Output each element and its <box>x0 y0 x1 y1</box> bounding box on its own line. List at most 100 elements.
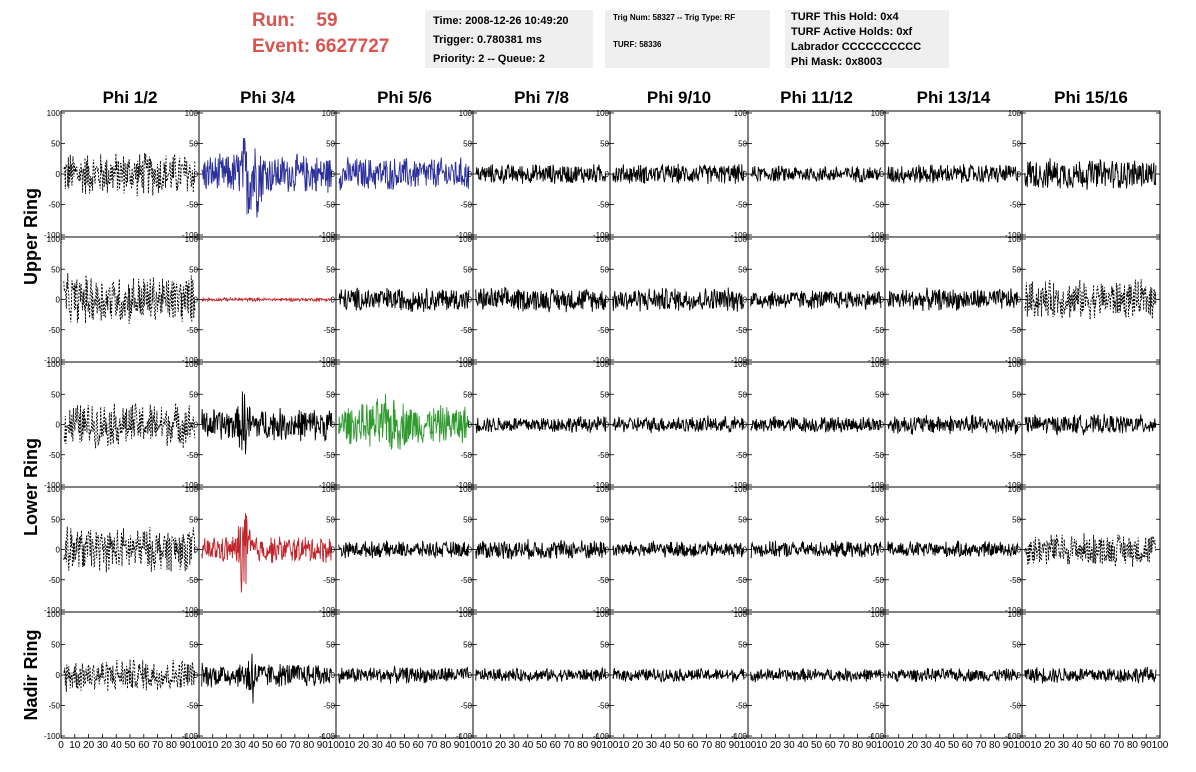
waveform-series <box>201 391 333 455</box>
waveform-series <box>338 665 470 684</box>
y-tick-label: 0 <box>331 546 336 555</box>
y-tick-label: 50 <box>326 515 335 524</box>
y-tick-label: 0 <box>56 546 61 555</box>
waveform-series <box>887 667 1019 683</box>
y-tick-label: -50 <box>597 326 609 335</box>
x-tick-label: 50 <box>124 740 136 751</box>
x-tick-label: 20 <box>221 740 233 751</box>
y-tick-label: 50 <box>326 390 335 399</box>
y-tick-label: 100 <box>322 610 336 619</box>
y-tick-label: -100 <box>731 231 748 240</box>
y-tick-label: 50 <box>875 265 884 274</box>
y-tick-label: 0 <box>194 421 199 430</box>
y-tick-label: -50 <box>460 702 472 711</box>
x-tick-label: 80 <box>440 740 452 751</box>
y-tick-label: 100 <box>596 485 610 494</box>
y-tick-label: 0 <box>743 671 748 680</box>
run-event-header: Run: 59 Event: 6627727 <box>252 8 389 60</box>
y-tick-label: -100 <box>1005 732 1022 741</box>
x-tick-label: 30 <box>1058 740 1070 751</box>
y-tick-label: -50 <box>735 201 747 210</box>
x-tick-label: 90 <box>1003 740 1015 751</box>
y-tick-label: -50 <box>460 576 472 585</box>
y-tick-label: 100 <box>459 610 473 619</box>
y-tick-label: 100 <box>871 235 885 244</box>
y-tick-label: -100 <box>1005 481 1022 490</box>
waveform-series <box>1024 158 1157 190</box>
waveform-series <box>475 286 607 313</box>
y-tick-label: -50 <box>872 576 884 585</box>
y-tick-label: 100 <box>47 235 61 244</box>
x-tick-label: 20 <box>358 740 370 751</box>
y-tick-label: -100 <box>456 481 473 490</box>
x-tick-label: 30 <box>784 740 796 751</box>
y-tick-label: 0 <box>468 546 473 555</box>
y-tick-label: 100 <box>1008 235 1022 244</box>
y-tick-label: 100 <box>459 235 473 244</box>
y-tick-label: 100 <box>322 109 336 118</box>
x-tick-label: 10 <box>344 740 356 751</box>
y-tick-label: -50 <box>323 326 335 335</box>
y-tick-label: -100 <box>182 231 199 240</box>
y-tick-label: 100 <box>47 109 61 118</box>
y-tick-label: -50 <box>186 451 198 460</box>
y-tick-label: -100 <box>868 231 885 240</box>
y-tick-label: -100 <box>182 732 199 741</box>
y-tick-label: 100 <box>871 360 885 369</box>
y-tick-label: 100 <box>734 235 748 244</box>
y-tick-label: 0 <box>331 421 336 430</box>
x-tick-label: 90 <box>866 740 878 751</box>
y-tick-label: 0 <box>194 546 199 555</box>
y-tick-label: 50 <box>189 390 198 399</box>
y-tick-label: -50 <box>1009 576 1021 585</box>
y-tick-label: -50 <box>186 702 198 711</box>
y-tick-label: 50 <box>875 515 884 524</box>
y-tick-label: -50 <box>186 201 198 210</box>
x-tick-label: 90 <box>1141 740 1153 751</box>
x-tick-label: 40 <box>248 740 260 751</box>
x-tick-label: 70 <box>701 740 713 751</box>
y-tick-label: 0 <box>194 170 199 179</box>
y-tick-label: -50 <box>323 201 335 210</box>
waveform-series <box>475 164 607 184</box>
y-tick-label: -100 <box>182 481 199 490</box>
phi-mask-text: Phi Mask: 0x8003 <box>791 56 883 68</box>
x-tick-label: 80 <box>989 740 1001 751</box>
x-tick-label: 20 <box>83 740 95 751</box>
y-tick-label: 50 <box>600 641 609 650</box>
waveform-series <box>750 165 882 183</box>
column-title: Phi 9/10 <box>647 88 711 107</box>
run-label: Run: <box>252 10 296 31</box>
x-tick-label: 40 <box>934 740 946 751</box>
y-tick-label: -100 <box>319 481 336 490</box>
y-tick-label: -50 <box>323 576 335 585</box>
y-tick-label: -100 <box>44 356 61 365</box>
waveform-series <box>338 287 470 312</box>
priority-text: Priority: 2 -- Queue: 2 <box>433 53 545 65</box>
x-tick-label: 70 <box>975 740 987 751</box>
waveform-series <box>887 540 1019 558</box>
x-tick-label: 100 <box>1152 740 1169 751</box>
y-tick-label: 0 <box>468 296 473 305</box>
x-tick-label: 30 <box>235 740 247 751</box>
ring-label: Lower Ring <box>21 438 41 536</box>
y-tick-label: -100 <box>868 356 885 365</box>
y-tick-label: -100 <box>456 606 473 615</box>
x-tick-label: 40 <box>660 740 672 751</box>
x-tick-label: 100 <box>328 740 345 751</box>
y-tick-label: -100 <box>319 356 336 365</box>
x-tick-label: 100 <box>465 740 482 751</box>
turf-info-box: TURF This Hold: 0x4 TURF Active Holds: 0… <box>785 10 949 68</box>
y-tick-label: 100 <box>47 610 61 619</box>
y-tick-label: 50 <box>463 641 472 650</box>
y-tick-label: -100 <box>456 231 473 240</box>
x-tick-label: 70 <box>563 740 575 751</box>
y-tick-label: 50 <box>1012 390 1021 399</box>
column-title: Phi 3/4 <box>240 88 295 107</box>
waveform-series <box>1024 666 1157 684</box>
y-tick-label: -50 <box>460 326 472 335</box>
y-tick-label: -100 <box>456 732 473 741</box>
x-tick-label: 80 <box>166 740 178 751</box>
y-tick-label: 50 <box>463 140 472 149</box>
waveform-series <box>63 152 196 197</box>
